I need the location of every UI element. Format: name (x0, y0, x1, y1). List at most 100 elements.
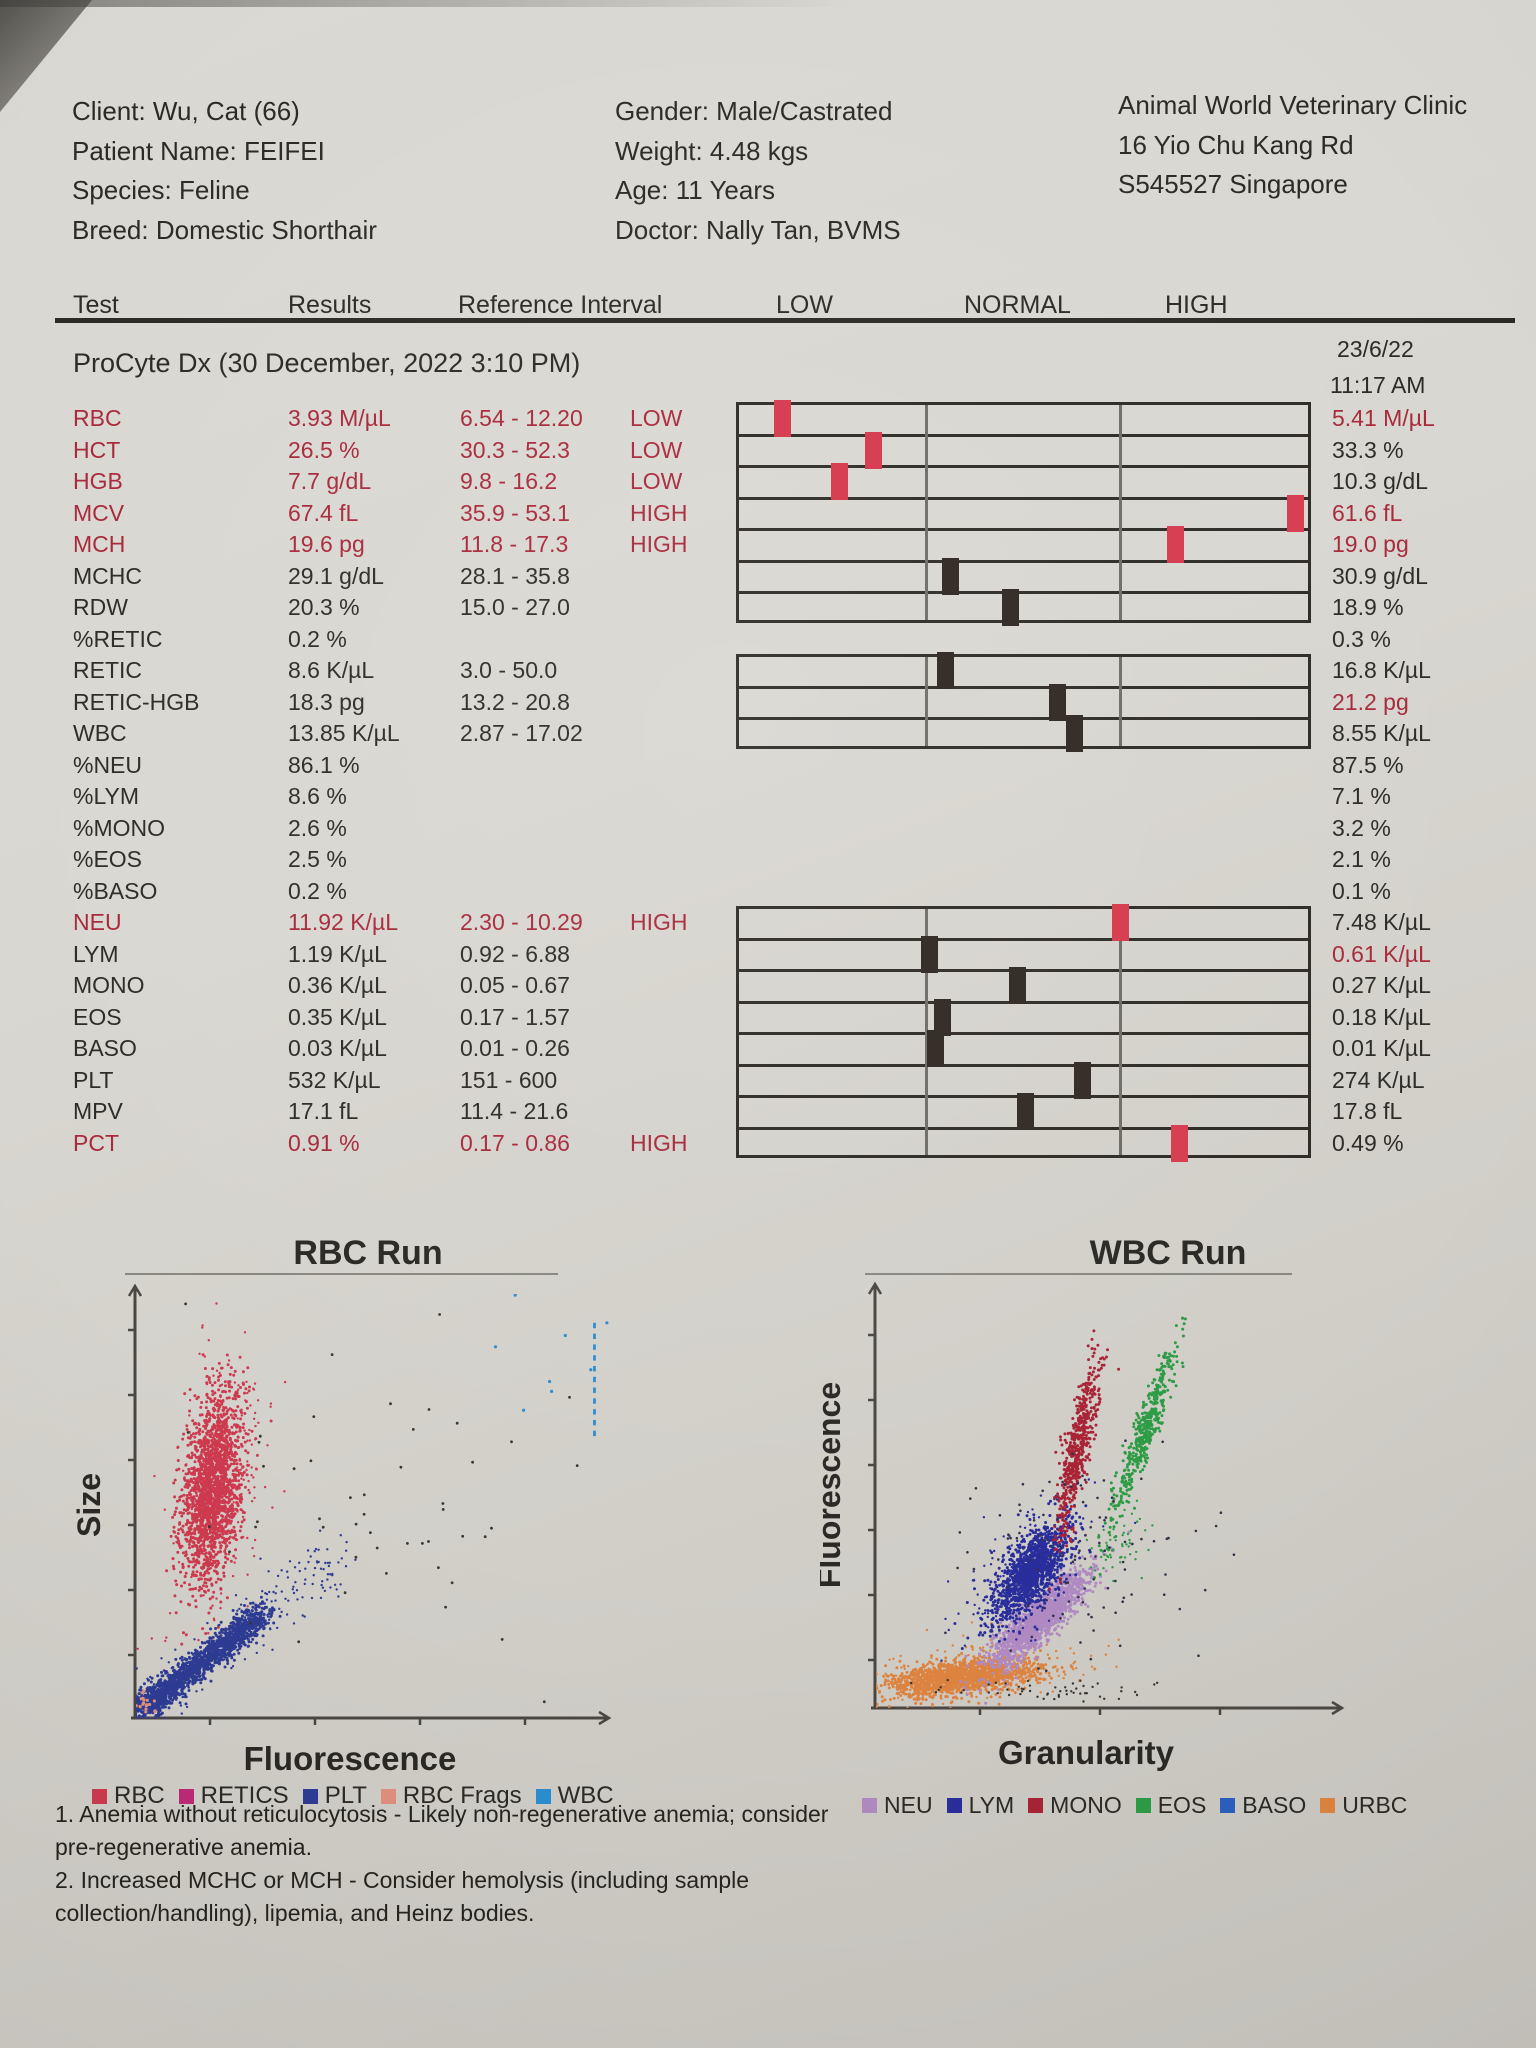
legend-swatch (92, 1788, 107, 1804)
legend-label: RBC Frags (402, 1782, 522, 1809)
reference-interval: 13.2 - 20.8 (460, 688, 570, 715)
legend-item-urbc: URBC (1320, 1792, 1407, 1819)
footnote-line: pre-regenerative anemia. (55, 1834, 312, 1860)
range-bar-row-divider (739, 559, 1308, 563)
legend-item-eos: EOS (1135, 1792, 1206, 1819)
range-bar-row-divider (739, 433, 1308, 437)
result-marker-hct (865, 431, 883, 469)
reference-interval: 35.9 - 53.1 (460, 499, 570, 526)
previous-value: 5.41 M/µL (1332, 405, 1435, 431)
panel-title: ProCyte Dx (30 December, 2022 3:10 PM) (73, 348, 581, 378)
test-name: %LYM (73, 783, 140, 809)
result-marker-mcv (1286, 494, 1304, 532)
result-value: 2.5 % (288, 846, 347, 872)
legend-swatch (1028, 1798, 1044, 1813)
result-value: 0.35 K/µL (288, 1003, 387, 1030)
detail-line: Weight: 4.48 kgs (615, 135, 809, 166)
flag-low: LOW (630, 468, 683, 494)
detail-line: Age: 11 Years (615, 175, 775, 205)
previous-value: 18.9 % (1332, 594, 1404, 620)
result-marker-rbc (774, 400, 792, 437)
x-axis-label: Fluorescence (244, 1740, 457, 1777)
clinic-line: Animal World Veterinary Clinic (1118, 90, 1468, 120)
photo-edge-shadow (0, 0, 861, 7)
range-zone-divider-1 (925, 405, 928, 620)
flag-high: HIGH (630, 531, 688, 557)
test-name: %BASO (73, 877, 158, 904)
column-header-high: HIGH (1165, 291, 1228, 319)
previous-value: 0.49 % (1332, 1129, 1404, 1156)
rbc-run-plot: RBC Run Size Fluorescence (60, 1230, 620, 1790)
reference-interval: 11.8 - 17.3 (460, 531, 569, 557)
patient-line: Client: Wu, Cat (66) (72, 96, 300, 126)
test-name: PCT (73, 1129, 119, 1156)
previous-value: 16.8 K/µL (1332, 657, 1431, 683)
reference-interval: 0.17 - 1.57 (460, 1003, 570, 1030)
result-marker-wbc (1066, 715, 1084, 752)
y-axis-label: Fluorescence (820, 1382, 847, 1588)
result-value: 0.91 % (288, 1129, 360, 1156)
x-axis-label: Granularity (998, 1734, 1175, 1771)
range-bar-row-divider (739, 496, 1308, 500)
patient-line: Species: Feline (72, 175, 250, 205)
detail-line: Doctor: Nally Tan, BVMS (615, 214, 901, 245)
test-name: EOS (73, 1003, 122, 1030)
wbc-run-plot: WBC Run Fluorescence Granularity (811, 1230, 1380, 1790)
result-value: 20.3 % (288, 594, 360, 620)
reference-interval: 11.4 - 21.6 (460, 1098, 569, 1124)
result-marker-lym (920, 935, 938, 973)
result-marker-baso (927, 1030, 945, 1067)
result-value: 17.1 fL (288, 1098, 359, 1124)
result-value: 1.19 K/µL (288, 940, 387, 967)
legend-swatch (946, 1798, 962, 1813)
previous-value: 274 K/µL (1332, 1066, 1425, 1093)
plot-title: WBC Run (1090, 1234, 1247, 1272)
result-marker-pct (1170, 1124, 1188, 1162)
result-value: 26.5 % (288, 436, 360, 463)
result-marker-mch (1166, 526, 1184, 563)
column-header-test: Test (73, 291, 119, 319)
result-marker-hgb (831, 463, 849, 500)
patient-line: Breed: Domestic Shorthair (72, 214, 377, 245)
legend-item-plt: PLT (302, 1782, 367, 1810)
legend-item-lym: LYM (946, 1792, 1015, 1819)
test-name: PLT (73, 1066, 114, 1093)
legend-label: LYM (968, 1792, 1015, 1818)
reference-interval: 9.8 - 16.2 (460, 468, 558, 494)
range-bar-row-divider (739, 717, 1308, 720)
test-name: RETIC-HGB (73, 688, 200, 715)
table-header-rule (55, 318, 1515, 323)
column-header-reference-interval: Reference Interval (458, 291, 663, 319)
previous-value: 0.61 K/µL (1332, 940, 1431, 967)
test-name: MPV (73, 1098, 123, 1124)
column-header-results: Results (288, 291, 372, 319)
footnote-line: 1. Anemia without reticulocytosis - Like… (55, 1801, 829, 1827)
legend-label: RBC (114, 1782, 165, 1809)
legend-item-rbc: RBC (92, 1782, 165, 1810)
footnotes: 1. Anemia without reticulocytosis - Like… (55, 1798, 828, 1930)
result-marker-eos (933, 998, 951, 1036)
flag-high: HIGH (630, 499, 688, 526)
reference-interval: 28.1 - 35.8 (460, 562, 570, 589)
result-value: 67.4 fL (288, 499, 359, 526)
result-marker-plt (1073, 1061, 1091, 1099)
rbc-run-legend: RBC RETICS PLT RBC Frags WBC (92, 1782, 628, 1810)
result-value: 0.36 K/µL (288, 972, 387, 998)
previous-value: 0.01 K/µL (1332, 1035, 1431, 1061)
result-value: 8.6 % (288, 783, 347, 809)
test-name: BASO (73, 1035, 137, 1061)
previous-value: 0.27 K/µL (1332, 972, 1431, 998)
previous-value: 10.3 g/dL (1332, 468, 1428, 494)
result-value: 13.85 K/µL (288, 720, 400, 746)
previous-value: 0.1 % (1332, 877, 1391, 904)
rbc-run-scatter: RBC Run Size Fluorescence (71, 1234, 612, 1777)
reference-interval: 2.87 - 17.02 (460, 720, 583, 746)
reference-interval: 0.01 - 0.26 (460, 1035, 570, 1061)
result-marker-mono (1008, 967, 1026, 1004)
legend-label: PLT (324, 1782, 367, 1809)
previous-value: 2.1 % (1332, 846, 1391, 872)
previous-value: 33.3 % (1332, 436, 1404, 463)
test-name: HGB (73, 468, 123, 494)
test-name: WBC (73, 720, 127, 746)
